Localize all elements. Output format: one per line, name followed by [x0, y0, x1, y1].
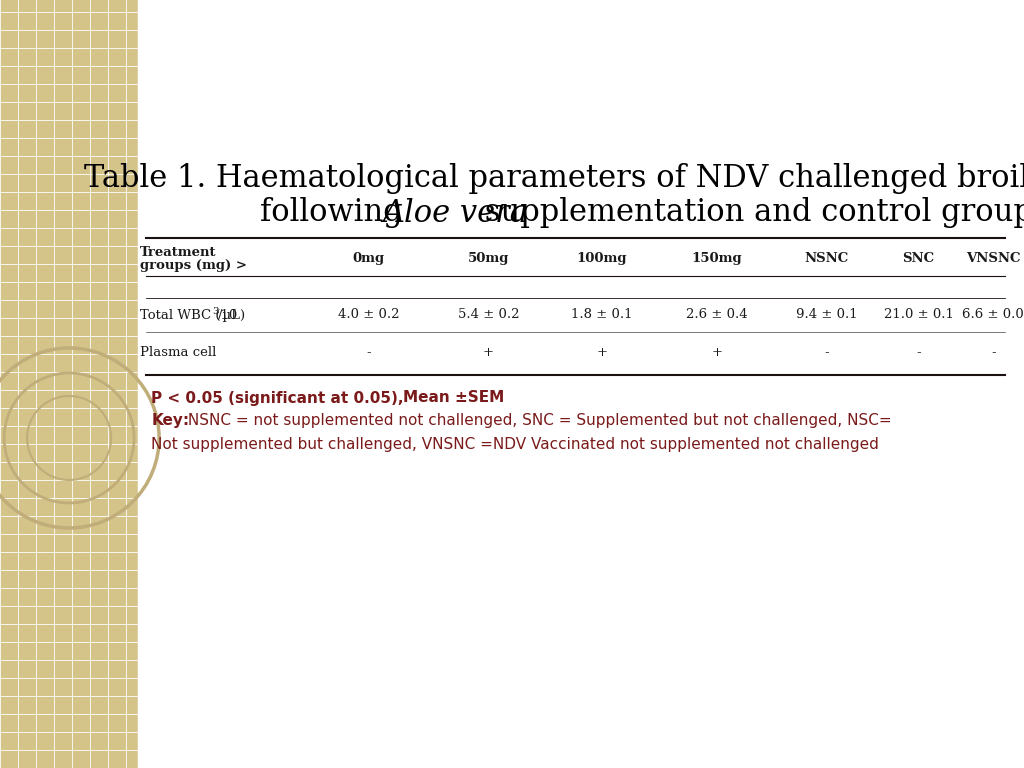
Text: SNC: SNC — [902, 252, 935, 265]
Text: Treatment: Treatment — [140, 246, 217, 259]
Text: Plasma cell: Plasma cell — [140, 346, 217, 359]
Text: 100mg: 100mg — [577, 252, 628, 265]
Text: Table 1. Haematological parameters of NDV challenged broilers: Table 1. Haematological parameters of ND… — [84, 163, 1024, 194]
Text: Not supplemented but challenged, VNSNC =NDV Vaccinated not supplemented not chal: Not supplemented but challenged, VNSNC =… — [152, 438, 880, 452]
Text: 3: 3 — [212, 306, 219, 316]
Text: P < 0.05 (significant at 0.05),: P < 0.05 (significant at 0.05), — [152, 390, 403, 406]
Bar — [138, 0, 1024, 768]
Text: -: - — [824, 346, 828, 359]
Text: 5.4 ± 0.2: 5.4 ± 0.2 — [458, 309, 519, 322]
Text: 9.4 ± 0.1: 9.4 ± 0.1 — [796, 309, 857, 322]
Text: supplementation and control groups: supplementation and control groups — [475, 197, 1024, 229]
Text: groups (mg) >: groups (mg) > — [140, 259, 247, 272]
Text: /µL): /µL) — [218, 309, 246, 322]
Text: 150mg: 150mg — [691, 252, 742, 265]
Text: -: - — [916, 346, 921, 359]
Text: +: + — [712, 346, 722, 359]
Text: VNSNC: VNSNC — [966, 252, 1021, 265]
Text: Aloe vera: Aloe vera — [382, 197, 527, 229]
Text: NSNC = not supplemented not challenged, SNC = Supplemented but not challenged, N: NSNC = not supplemented not challenged, … — [183, 413, 892, 429]
Text: -: - — [991, 346, 995, 359]
Text: 0mg: 0mg — [352, 252, 385, 265]
Text: NSNC: NSNC — [804, 252, 849, 265]
Text: +: + — [483, 346, 494, 359]
Text: Mean ±SEM: Mean ±SEM — [361, 390, 505, 406]
Text: Total WBC (10: Total WBC (10 — [140, 309, 238, 322]
Text: 1.8 ± 0.1: 1.8 ± 0.1 — [571, 309, 633, 322]
Text: following: following — [260, 197, 413, 229]
Text: Key:: Key: — [152, 413, 189, 429]
Text: -: - — [367, 346, 371, 359]
Text: +: + — [597, 346, 607, 359]
Text: 6.6 ± 0.0: 6.6 ± 0.0 — [963, 309, 1024, 322]
Text: 21.0 ± 0.1: 21.0 ± 0.1 — [884, 309, 953, 322]
Text: 4.0 ± 0.2: 4.0 ± 0.2 — [338, 309, 399, 322]
Text: 50mg: 50mg — [468, 252, 509, 265]
Text: 2.6 ± 0.4: 2.6 ± 0.4 — [686, 309, 748, 322]
Bar — [0, 0, 138, 768]
